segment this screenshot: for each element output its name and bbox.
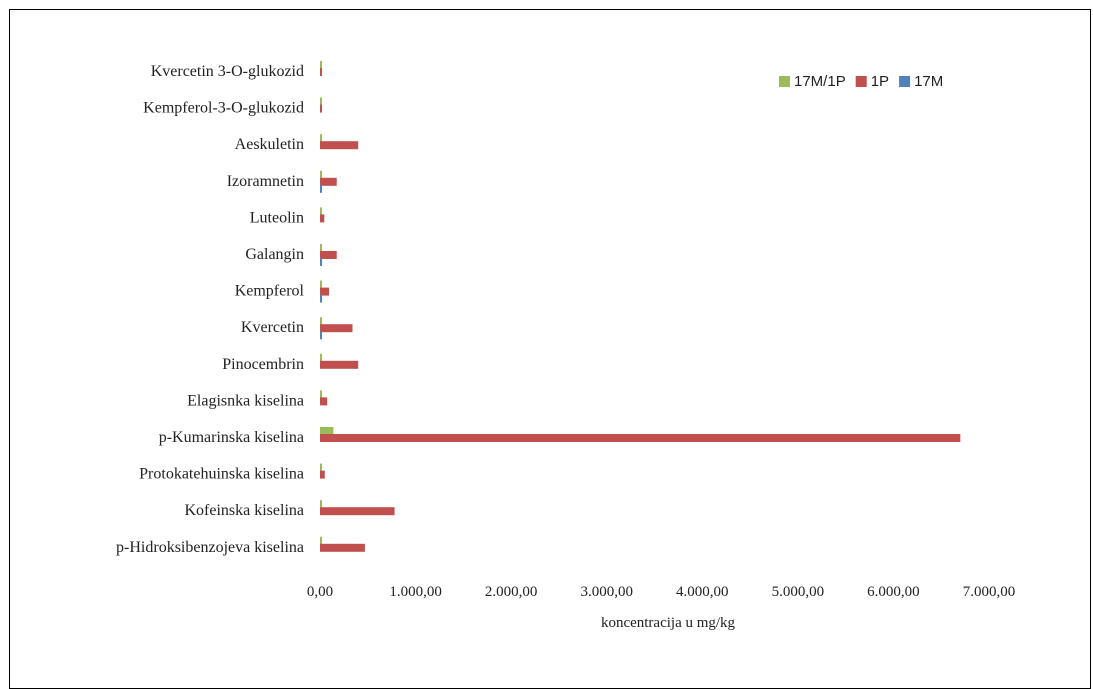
category-label: p-Kumarinska kiselina [159,429,304,446]
category-label: Kempferol [235,283,305,300]
legend: 17M/1P 1P 17M [779,73,943,90]
category-label: Izoramnetin [227,173,304,190]
bar-17m-1p [320,170,322,179]
category-labels: Kvercetin 3-O-glukozid Kempferol-3-O-gluk… [116,63,305,556]
bar-17m-1p [320,244,322,252]
x-tick-label: 0,00 [307,584,333,600]
category-label: Aeskuletin [235,136,304,153]
bar-17m [320,331,322,340]
legend-swatch [779,76,790,87]
bar-17m-1p [320,463,322,472]
legend-label: 17M [914,73,943,90]
x-tick-label: 4.000,00 [676,584,729,600]
bar-1p [320,104,322,113]
bar-17m-1p [320,390,322,399]
bar-17m-1p [320,353,322,362]
bar-17m-1p [320,97,322,106]
bar-17m-1p [320,500,322,509]
bar-1p [320,324,353,333]
legend-swatch [899,76,911,87]
category-label: Kvercetin 3-O-glukozid [151,63,304,80]
bars-layer [320,61,961,552]
category-label: Galangin [245,246,304,263]
legend-label: 17M/1P [794,73,846,90]
bar-1p [320,397,328,406]
x-tick-label: 7.000,00 [963,584,1016,600]
category-label: Elagisnka kiselina [187,392,304,409]
category-label: Luteolin [250,209,304,226]
x-tick-labels: 0,00 1.000,00 2.000,00 3.000,00 4.000,00 5.00… [307,584,1015,600]
bar-17m-1p [320,317,322,326]
x-tick-label: 1.000,00 [389,584,442,600]
bar-17m-1p [320,61,322,69]
bar-1p [320,251,337,259]
category-label: Kempferol-3-O-glukozid [143,100,304,117]
category-label: Kvercetin [241,319,304,336]
bar-17m-1p [320,280,322,289]
x-tick-label: 6.000,00 [867,584,920,600]
bar-17m [320,258,322,266]
bar-1p [320,507,395,516]
bar-1p [320,543,365,552]
bar-1p [320,68,322,76]
x-tick-label: 2.000,00 [485,584,538,600]
bar-1p [320,470,325,479]
bar-17m-1p [320,427,334,435]
bar-1p [320,360,359,369]
bar-1p [320,214,325,223]
bar-chart: Kvercetin 3-O-glukozid Kempferol-3-O-gluk… [116,61,1015,631]
category-label: Kofeinska kiselina [184,502,304,519]
legend-label: 1P [871,73,889,90]
category-label: p-Hidroksibenzojeva kiselina [116,539,304,556]
bar-17m-1p [320,536,322,545]
x-tick-label: 3.000,00 [580,584,633,600]
bar-17m [320,184,322,193]
bar-17m-1p [320,207,322,216]
bar-1p [320,177,337,186]
bar-17m-1p [320,134,322,143]
legend-swatch [855,76,867,87]
bar-1p [320,141,359,150]
bar-1p [320,287,330,296]
category-label: Pinocembrin [222,356,304,373]
x-tick-label: 5.000,00 [772,584,825,600]
chart-frame [9,9,1091,689]
x-axis-title: koncentracija u mg/kg [601,615,736,631]
category-label: Protokatehuinska kiselina [139,466,304,483]
bar-17m [320,294,322,303]
bar-1p [320,434,961,442]
